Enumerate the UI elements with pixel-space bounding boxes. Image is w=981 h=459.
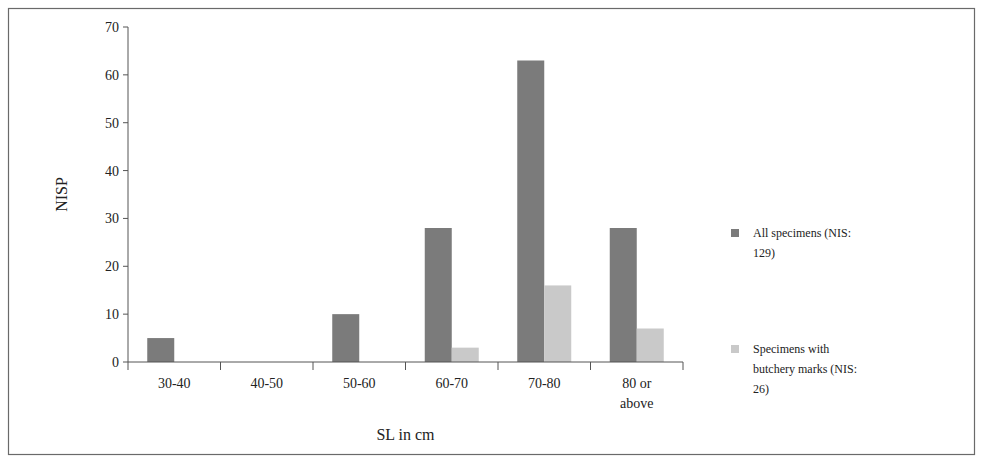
bar: [610, 228, 637, 362]
x-tick-label: 50-60: [343, 376, 376, 391]
x-tick: [313, 362, 314, 370]
text-line: 30-40: [158, 376, 191, 391]
bar: [637, 329, 664, 363]
y-tick-label: 50: [105, 116, 119, 131]
text-line: 80 or: [622, 376, 652, 391]
legend-label: Specimens with butchery marks (NIS: 26): [753, 342, 857, 396]
bar: [517, 61, 544, 363]
x-tick-label: 40-50: [250, 376, 283, 391]
x-tick: [683, 362, 684, 370]
legend-swatch: [731, 229, 739, 237]
text-line: 50-60: [343, 376, 376, 391]
y-tick: [123, 170, 128, 171]
x-tick: [498, 362, 499, 370]
x-tick-label: 30-40: [158, 376, 191, 391]
text-line: 26): [753, 382, 769, 396]
text-line: 129): [753, 246, 775, 260]
x-tick-label: 60-70: [435, 376, 468, 391]
bar: [332, 314, 359, 362]
y-axis: [128, 27, 129, 362]
y-tick: [123, 266, 128, 267]
y-tick-label: 20: [105, 259, 119, 274]
bars: [147, 61, 664, 363]
text-line: above: [620, 396, 653, 411]
y-tick-label: 40: [105, 164, 119, 179]
bar: [425, 228, 452, 362]
y-tick-label: 10: [105, 307, 119, 322]
text-line: Specimens with: [753, 342, 829, 356]
x-tick: [405, 362, 406, 370]
text-line: 40-50: [250, 376, 283, 391]
x-tick: [590, 362, 591, 370]
text-line: 70-80: [528, 376, 561, 391]
bar: [544, 285, 571, 362]
x-tick-label: 80 or above: [620, 376, 653, 411]
y-tick: [123, 122, 128, 123]
text-line: butchery marks (NIS:: [753, 362, 857, 376]
y-tick: [123, 218, 128, 219]
text-line: All specimens (NIS:: [753, 226, 851, 240]
x-axis-label: SL in cm: [376, 426, 435, 443]
legend-swatch: [731, 345, 739, 353]
bar: [452, 348, 479, 362]
y-tick: [123, 314, 128, 315]
legend-label: All specimens (NIS: 129): [753, 226, 851, 260]
y-tick: [123, 74, 128, 75]
y-axis-label: NISP: [53, 177, 70, 212]
y-tick-label: 0: [112, 355, 119, 370]
y-tick-label: 70: [105, 20, 119, 35]
y-tick-label: 60: [105, 68, 119, 83]
y-tick-label: 30: [105, 211, 119, 226]
x-tick: [128, 362, 129, 370]
bar: [147, 338, 174, 362]
x-tick-label: 70-80: [528, 376, 561, 391]
x-tick: [220, 362, 221, 370]
y-tick: [123, 27, 128, 28]
chart: 0 10 20 30 40 50 60 70 30-40 40-50 50-60 60-70 70-80…: [0, 0, 981, 459]
frame: [9, 9, 975, 455]
y-tick: [123, 362, 128, 363]
text-line: 60-70: [435, 376, 468, 391]
